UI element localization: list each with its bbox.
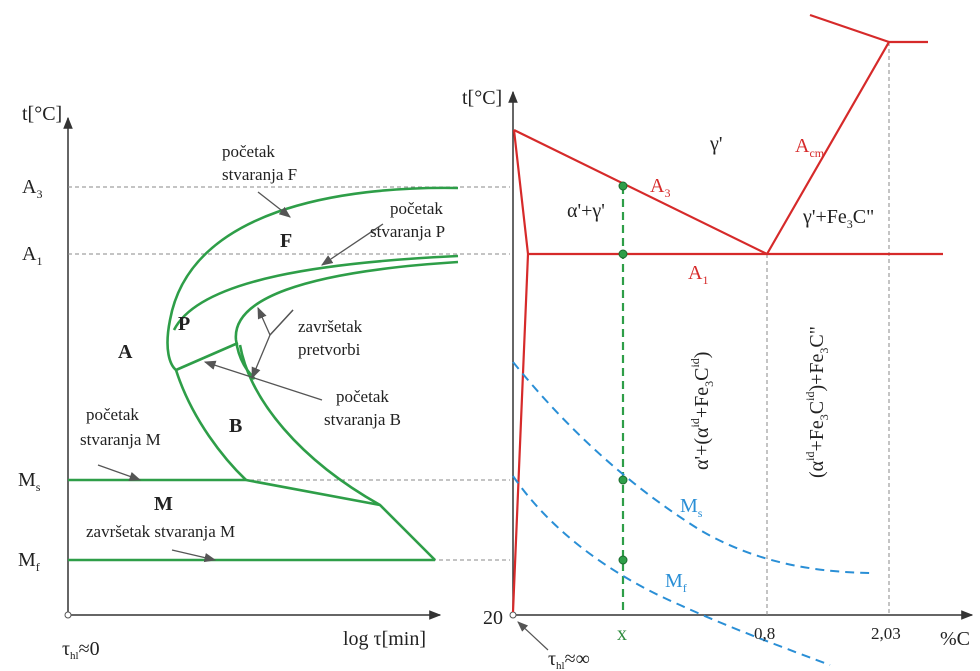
- label-start-bainite-2: stvaranja B: [324, 410, 401, 429]
- end-transformation-curve: [238, 344, 436, 561]
- right-origin-label: τhl≈∞: [548, 648, 590, 671]
- tick-ms-left: Ms: [18, 469, 41, 494]
- label-start-ferrite-2: stvaranja F: [222, 165, 297, 184]
- label-acm: Acm: [795, 135, 825, 160]
- ttt-curves: [68, 186, 459, 562]
- label-alpha-gamma: α'+γ': [567, 200, 605, 222]
- bainite-nose-link: [175, 341, 239, 372]
- left-origin-marker: [64, 611, 72, 619]
- label-start-martensite-2: stvaranja M: [80, 430, 161, 449]
- label-a3: A3: [650, 175, 670, 200]
- right-origin-value: 20: [483, 607, 503, 629]
- right-y-axis-label: t[°C]: [462, 87, 502, 109]
- right-origin-leader: [517, 621, 549, 651]
- label-start-pearlite-2: stvaranja P: [370, 222, 445, 241]
- left-y-axis-label: t[°C]: [22, 103, 62, 125]
- right-x-axis-label: %C: [940, 628, 970, 650]
- label-end-martensite: završetak stvaranja M: [86, 522, 235, 541]
- tick-a1-left: A1: [22, 243, 42, 268]
- composition-line: [618, 181, 628, 615]
- ferrite-solvus: [511, 129, 530, 613]
- label-gamma: γ': [709, 133, 722, 155]
- left-origin-label: τhl≈0: [62, 638, 100, 662]
- start-bainite-curve: [174, 369, 247, 481]
- tick-a3-left: A3: [22, 176, 42, 201]
- region-bainite: B: [229, 415, 242, 437]
- start-ferrite-curve: [166, 186, 459, 371]
- mf-curve: [512, 475, 831, 666]
- left-x-axis-label: log τ[min]: [343, 628, 426, 650]
- left-leaders: [97, 191, 384, 563]
- a3-line: [513, 129, 768, 255]
- label-vertical-hypo: α'+(αid+Fe3Cid): [688, 352, 716, 470]
- region-martensite: M: [154, 493, 173, 515]
- label-start-pearlite-1: početak: [390, 199, 443, 218]
- martensite-curves: [512, 361, 871, 666]
- label-start-ferrite-1: početak: [222, 142, 275, 161]
- label-mf: Mf: [665, 570, 687, 595]
- right-guides: [766, 42, 890, 615]
- region-ferrite: F: [280, 230, 292, 252]
- region-austenite: A: [118, 341, 133, 363]
- label-a1: A1: [688, 262, 708, 287]
- phase-lines: [511, 13, 943, 613]
- ms-bainite-line: [245, 478, 381, 507]
- start-pearlite-curve: [172, 254, 459, 331]
- tick-max-carbon: 2,03: [871, 624, 901, 643]
- label-ms: Ms: [680, 495, 703, 520]
- tick-mf-left: Mf: [18, 549, 40, 574]
- label-start-bainite-1: početak: [336, 387, 389, 406]
- label-end-transform-2: pretvorbi: [298, 340, 361, 359]
- tick-eutectoid: 0,8: [754, 624, 775, 643]
- label-gamma-fe3c: γ'+Fe3C": [802, 206, 874, 231]
- ms-curve: [512, 361, 871, 574]
- label-vertical-hyper: (αid+Fe3Cid)+Fe3C": [803, 326, 831, 478]
- region-pearlite: P: [178, 313, 190, 335]
- phase-diagram: t[°C] %C 20 τhl≈∞ x 0,8 2,03 γ' Acm A3 A…: [462, 13, 974, 671]
- label-end-transform-1: završetak: [298, 317, 363, 336]
- right-origin-marker: [509, 611, 517, 619]
- ttt-diagram: t[°C] log τ[min] τhl≈0 A3 A1 Ms Mf A F P…: [18, 103, 510, 662]
- acm-top-line: [809, 13, 890, 44]
- label-start-martensite-1: početak: [86, 405, 139, 424]
- tick-x: x: [617, 623, 627, 645]
